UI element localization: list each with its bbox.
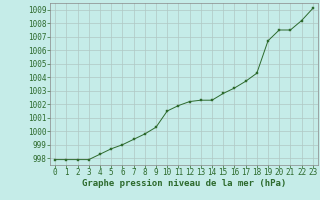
- X-axis label: Graphe pression niveau de la mer (hPa): Graphe pression niveau de la mer (hPa): [82, 179, 286, 188]
